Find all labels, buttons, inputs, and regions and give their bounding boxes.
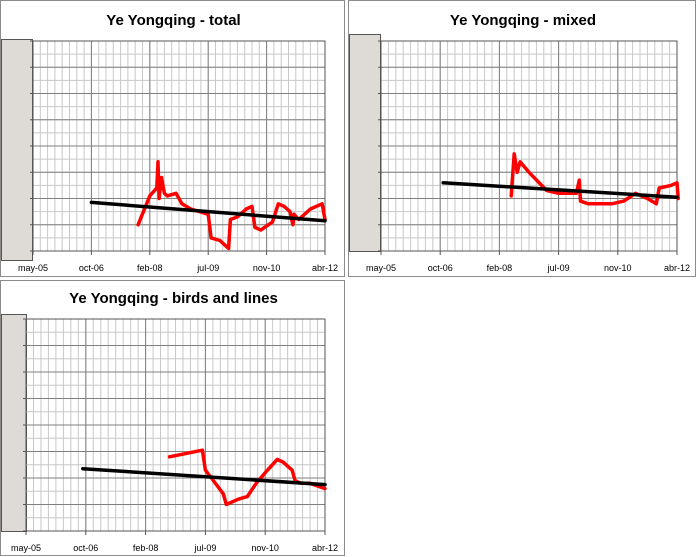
x-tick-label: nov-10 — [604, 263, 632, 273]
x-tick-label: may-05 — [18, 263, 48, 273]
x-tick-label: may-05 — [11, 543, 41, 553]
x-tick-label: nov-10 — [253, 263, 281, 273]
x-tick-label: feb-08 — [137, 263, 163, 273]
series-line-red — [136, 160, 327, 251]
chart-panel-birds-and-lines: Ye Yongqing - birds and lines may-05 oct-0… — [0, 280, 345, 556]
x-tick-label: feb-08 — [487, 263, 513, 273]
grid — [380, 40, 678, 252]
side-box — [1, 314, 27, 532]
chart-panel-mixed: Ye Yongqing - mixed may-05 oct-06 feb-08 jul… — [348, 0, 696, 277]
x-tick-label: oct-06 — [428, 263, 453, 273]
chart-panel-total: Ye Yongqing - total may-05 oct-06 feb-08 jul… — [0, 0, 345, 277]
x-tick-label: abr-12 — [664, 263, 690, 273]
x-tick-label: feb-08 — [133, 543, 159, 553]
side-box — [349, 34, 381, 252]
trend-line-black — [89, 200, 327, 223]
chart-title: Ye Yongqing - birds and lines — [69, 290, 278, 307]
trend-line-black — [441, 181, 679, 199]
x-tick-label: abr-12 — [312, 263, 338, 273]
x-tick-label: jul-09 — [196, 263, 219, 273]
side-box — [1, 39, 33, 261]
chart-birds-and-lines: Ye Yongqing - birds and lines may-05 oct-0… — [1, 290, 338, 553]
series-line-red — [509, 152, 680, 206]
grid — [32, 40, 326, 252]
chart-title: Ye Yongqing - total — [106, 12, 240, 29]
x-tick-label: oct-06 — [79, 263, 104, 273]
x-tick-label: jul-09 — [193, 543, 216, 553]
x-tick-label: oct-06 — [73, 543, 98, 553]
chart-mixed: Ye Yongqing - mixed may-05 oct-06 feb-08 jul… — [349, 12, 690, 273]
x-tick-label: nov-10 — [251, 543, 279, 553]
x-tick-label: may-05 — [366, 263, 396, 273]
x-tick-label: abr-12 — [312, 543, 338, 553]
x-tick-label: jul-09 — [547, 263, 570, 273]
chart-total: Ye Yongqing - total may-05 oct-06 feb-08 jul… — [1, 12, 338, 273]
grid — [25, 318, 326, 532]
chart-title: Ye Yongqing - mixed — [450, 12, 596, 29]
trend-line-black — [81, 466, 327, 487]
